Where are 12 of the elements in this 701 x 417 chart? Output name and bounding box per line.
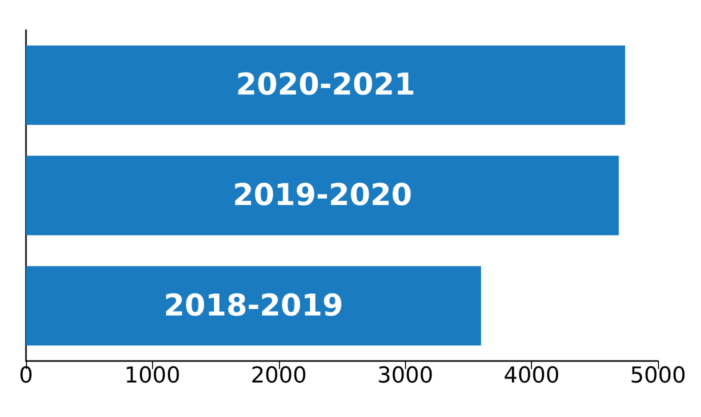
x-tick-label: 4000 (504, 364, 560, 388)
x-tick-label: 3000 (377, 364, 434, 388)
x-tick-label: 5000 (630, 364, 686, 388)
x-tick-label: 2000 (250, 364, 307, 388)
bar (26, 45, 626, 125)
y-tick-label: 2018-2019 (164, 288, 344, 324)
x-tick-label: 0 (19, 364, 33, 388)
bar (26, 266, 482, 346)
x-tick-label: 1000 (124, 364, 180, 388)
y-tick-label: 2020-2021 (236, 68, 416, 103)
bar (26, 156, 619, 236)
y-tick-label: 2019-2020 (232, 178, 412, 213)
